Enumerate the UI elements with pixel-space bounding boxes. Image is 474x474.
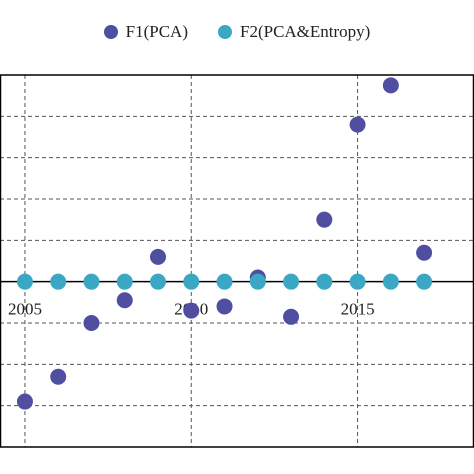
- x-tick-label: 2015: [341, 300, 375, 319]
- f2-point: [150, 273, 166, 290]
- legend-label-f1: F1(PCA): [125, 22, 188, 41]
- f2-point: [116, 273, 133, 290]
- f2-point: [83, 273, 100, 290]
- f1-point: [283, 308, 300, 325]
- f1-point: [349, 116, 366, 133]
- f1-point: [183, 302, 200, 319]
- f1-point: [83, 315, 100, 331]
- f1-point: [16, 393, 33, 410]
- f2-point: [249, 273, 266, 290]
- f2-point: [50, 273, 67, 290]
- f1-point: [150, 248, 166, 265]
- f1-point: [416, 244, 433, 261]
- f2-point: [382, 273, 399, 290]
- f2-point: [316, 273, 333, 290]
- plot-frame: [0, 74, 474, 448]
- f1-point: [382, 77, 399, 94]
- f1-point: [216, 298, 233, 315]
- f1-point: [316, 211, 333, 228]
- legend-swatch-f1: [103, 25, 118, 39]
- f1-point: [50, 368, 67, 385]
- f2-point: [283, 273, 300, 290]
- f2-point: [216, 273, 233, 290]
- f2-point: [183, 273, 200, 290]
- x-tick-label: 2005: [8, 300, 42, 319]
- f2-point: [16, 273, 33, 290]
- legend-swatch-f2: [218, 25, 232, 39]
- legend-item-f1: F1(PCA): [103, 22, 188, 42]
- chart-legend: F1(PCA) F2(PCA&Entropy): [0, 20, 474, 44]
- f1-point: [116, 292, 133, 309]
- legend-label-f2: F2(PCA&Entropy): [240, 22, 371, 41]
- legend-item-f2: F2(PCA&Entropy): [218, 22, 370, 42]
- f2-point: [416, 273, 433, 290]
- f2-point: [349, 273, 366, 290]
